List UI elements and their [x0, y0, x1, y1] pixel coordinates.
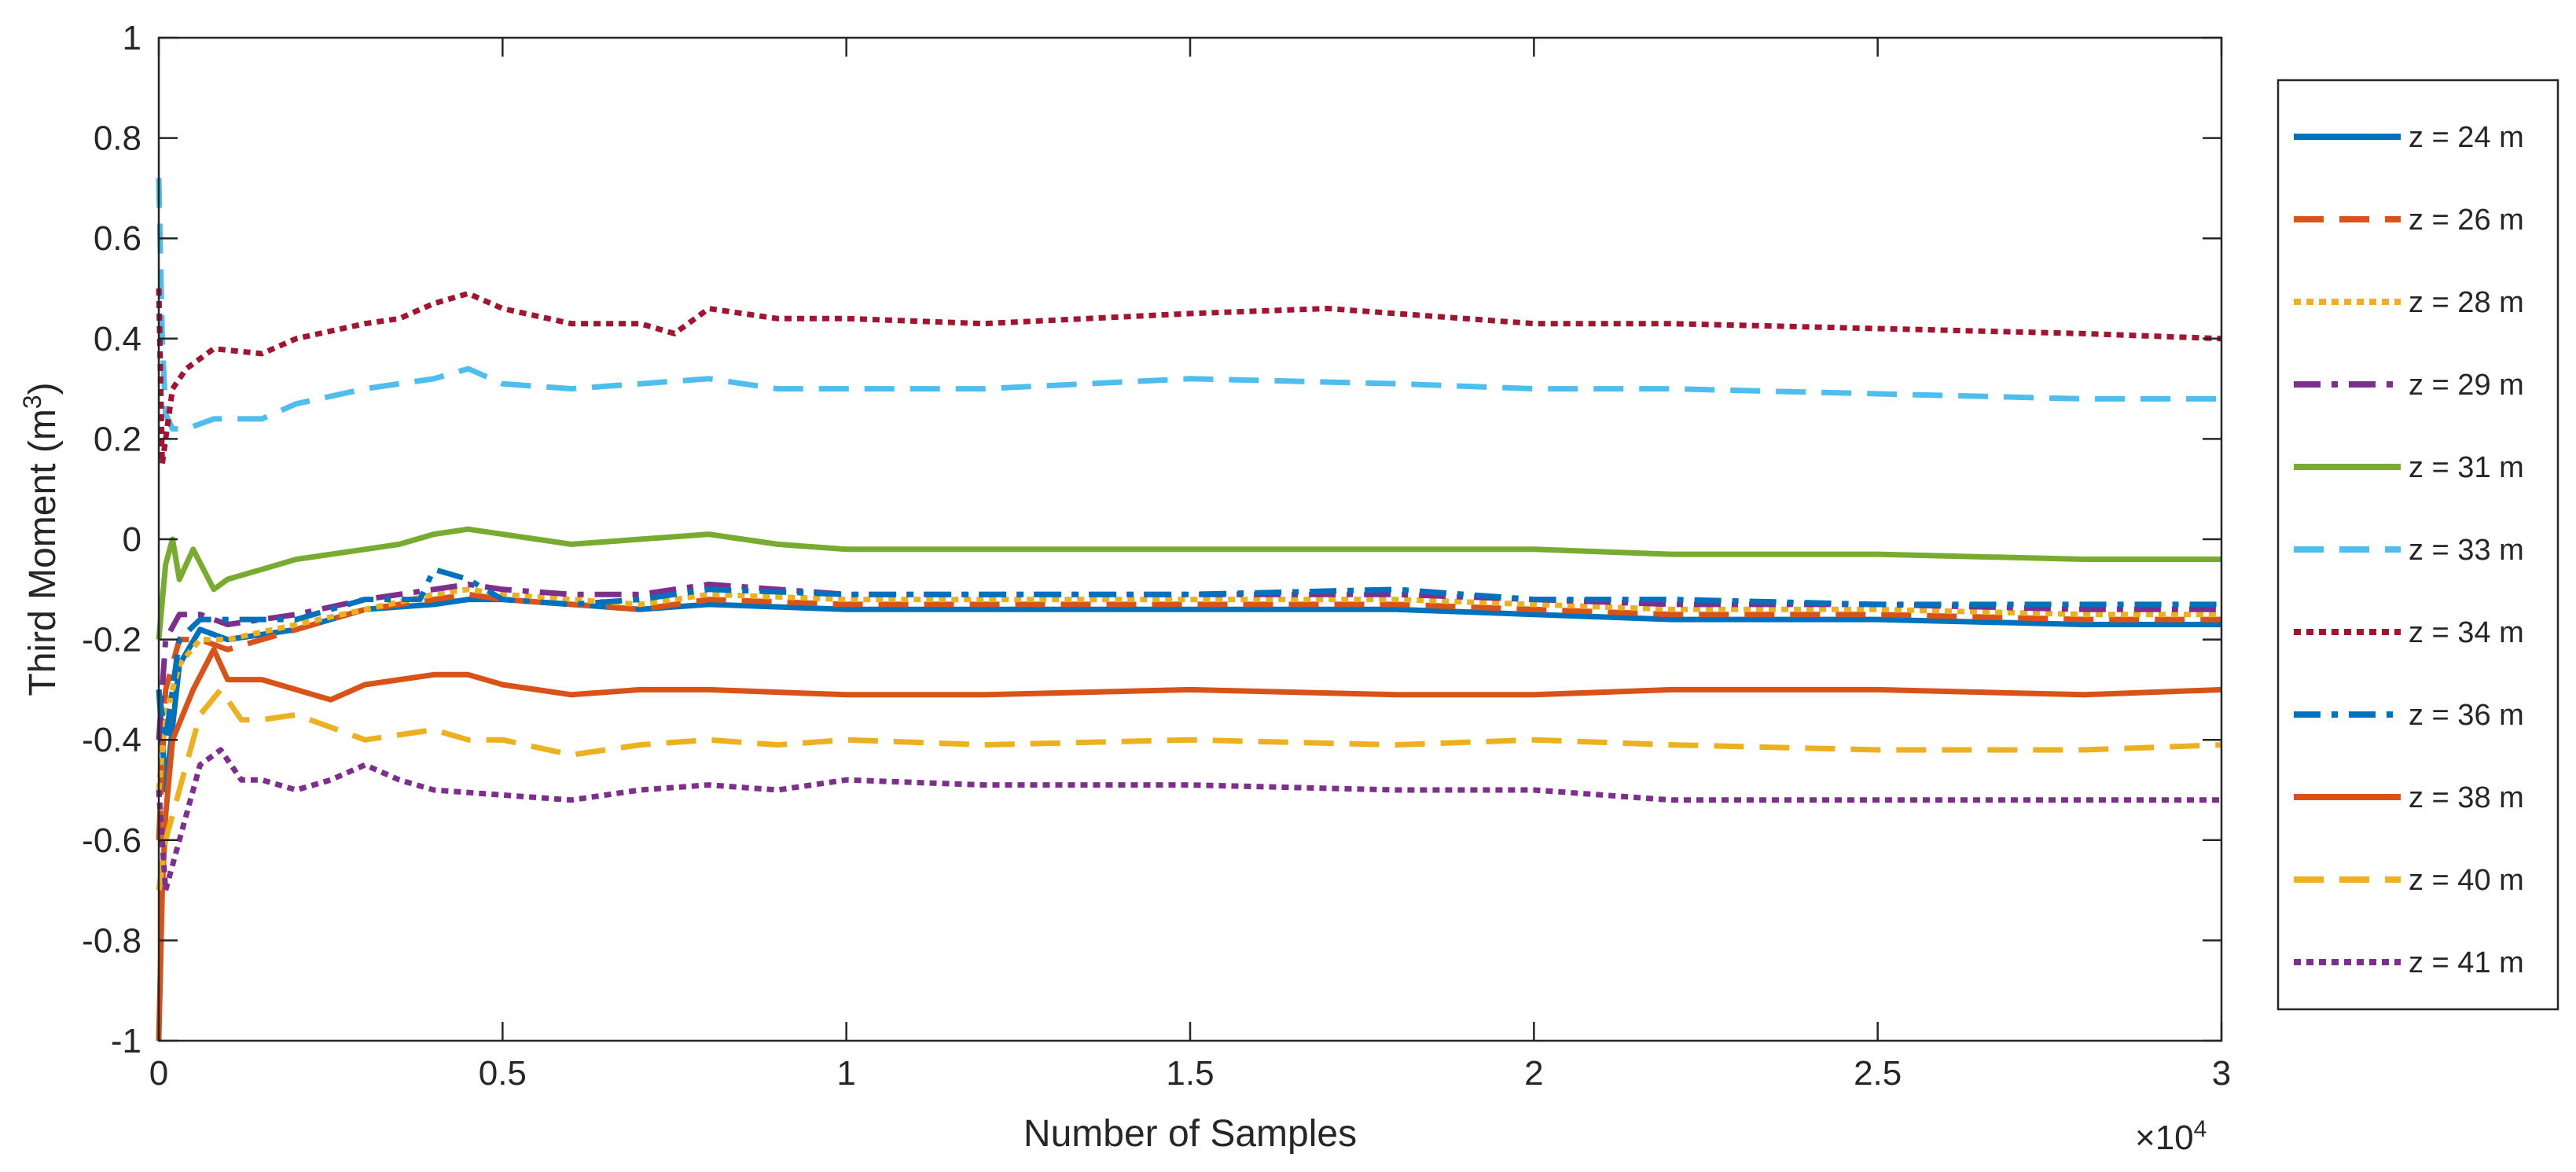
y-tick-label: 1 — [123, 19, 141, 57]
series-line-z-40-m — [156, 686, 2222, 891]
legend-label: z = 31 m — [2409, 451, 2524, 484]
series-line-z-38-m — [156, 646, 2222, 1042]
y-tick-label: 0 — [123, 520, 141, 559]
legend-label: z = 40 m — [2409, 864, 2524, 897]
x-tick-label: 1 — [836, 1054, 855, 1093]
x-exponent-base: ×10 — [2135, 1119, 2194, 1157]
x-tick-label: 3 — [2212, 1054, 2231, 1093]
plot-area — [159, 38, 2221, 1041]
legend: z = 24 m z = 26 m z = 28 m z = 29 m z = 31 m… — [2277, 79, 2559, 1011]
x-tick-label: 2.5 — [1854, 1054, 1902, 1093]
series-layer — [156, 178, 2222, 1042]
y-tick-label: -1 — [111, 1022, 141, 1060]
x-exponent-power: 4 — [2194, 1116, 2207, 1142]
legend-box — [2277, 79, 2559, 1011]
legend-label: z = 24 m — [2409, 121, 2524, 154]
series-line-z-26-m — [156, 591, 2221, 840]
y-tick-label: 0.4 — [94, 320, 141, 358]
y-label-exponent: 3 — [18, 395, 46, 409]
ticks: 0 0.5 1 1.5 2 2.5 3 -1 -0.8 -0.6 -0.4 -0.2 0 0.2 0.4 0.… — [82, 19, 2231, 1093]
legend-label: z = 34 m — [2409, 616, 2524, 649]
x-tick-label: 2 — [1524, 1054, 1543, 1093]
x-axis-label: Number of Samples — [1023, 1113, 1357, 1155]
y-label-text: Third Moment (m — [22, 409, 64, 696]
y-axis-label: Third Moment (m3) — [18, 382, 64, 696]
series-line-z-41-m — [156, 747, 2221, 894]
y-tick-label: -0.4 — [82, 721, 141, 759]
legend-label: z = 41 m — [2409, 946, 2524, 979]
x-tick-label: 1.5 — [1166, 1054, 1214, 1093]
series-line-z-34-m — [156, 288, 2222, 467]
y-tick-label: 0.2 — [94, 420, 141, 458]
legend-label: z = 33 m — [2409, 534, 2524, 567]
y-tick-label: -0.2 — [82, 621, 141, 659]
legend-label: z = 38 m — [2409, 781, 2524, 814]
x-axis-exponent: ×104 — [2135, 1116, 2207, 1158]
x-tick-label: 0.5 — [479, 1054, 527, 1093]
y-tick-label: -0.8 — [82, 921, 141, 960]
y-tick-label: 0.6 — [94, 219, 141, 258]
y-tick-label: 0.8 — [94, 119, 141, 158]
series-line-z-24-m — [156, 597, 2221, 793]
y-tick-label: -0.6 — [82, 821, 141, 860]
series-line-z-33-m — [156, 178, 2221, 432]
x-tick-label: 0 — [149, 1054, 168, 1093]
series-line-z-31-m — [156, 526, 2221, 640]
legend-label: z = 29 m — [2409, 369, 2524, 402]
y-label-close: ) — [22, 382, 64, 395]
legend-label: z = 36 m — [2409, 699, 2524, 732]
legend-label: z = 26 m — [2409, 204, 2524, 237]
legend-label: z = 28 m — [2409, 286, 2524, 319]
